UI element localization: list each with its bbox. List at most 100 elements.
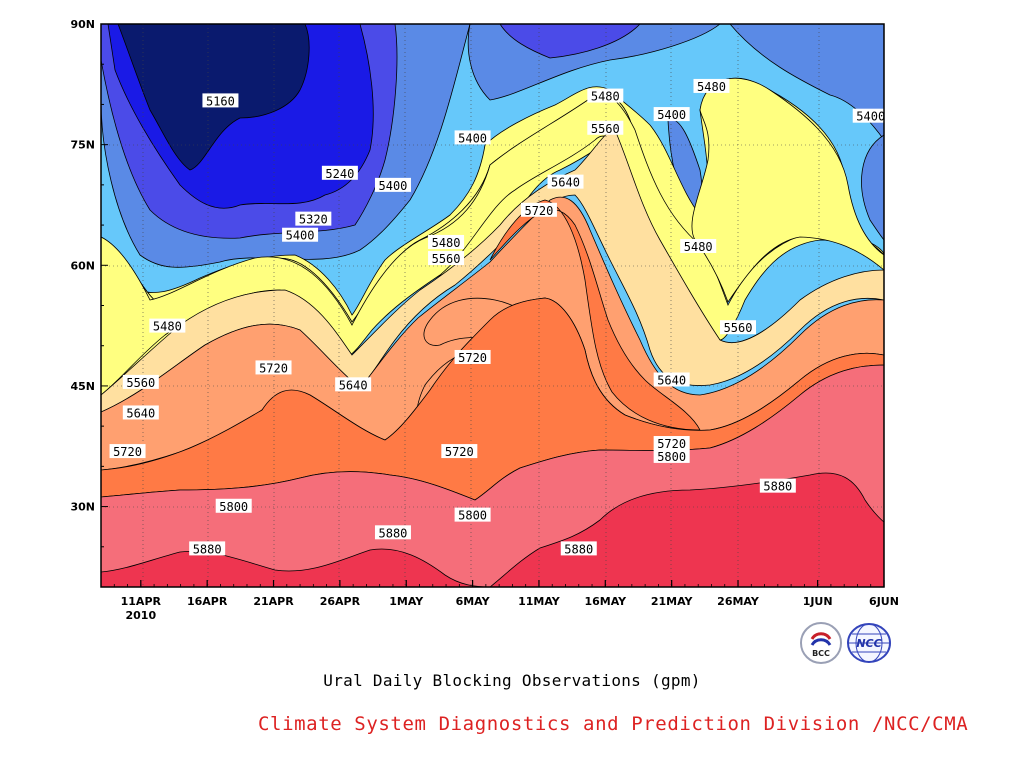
contour-label-text: 5560 [591, 122, 620, 136]
contour-label: 5400 [374, 177, 411, 193]
contour-label: 5560 [122, 374, 159, 390]
contour-label-text: 5480 [432, 236, 461, 250]
y-axis: 30N 45N 60N 75N 90N [70, 18, 108, 588]
contour-label: 5560 [720, 320, 757, 335]
contour-label: 5400 [282, 227, 319, 243]
contour-label: 5720 [653, 436, 690, 451]
contour-label-text: 5400 [379, 179, 408, 193]
x-tick-label: 1MAY [389, 595, 424, 608]
contour-label: 5720 [454, 349, 491, 365]
x-tick-label: 16MAY [584, 595, 627, 608]
x-tick-label: 21APR [253, 595, 294, 608]
contour-label: 5720 [109, 444, 146, 459]
contour-label-text: 5400 [286, 229, 315, 243]
y-tick-label: 60N [70, 259, 95, 272]
contour-label: 5640 [335, 377, 372, 392]
band-5320-5400-east [861, 134, 884, 241]
contour-label: 5480 [428, 234, 465, 250]
x-tick-label: 26MAY [717, 595, 760, 608]
contour-label: 5560 [428, 251, 465, 266]
contour-label-text: 5720 [113, 445, 142, 459]
contour-label-text: 5480 [591, 90, 620, 104]
contour-label-text: 5640 [657, 373, 686, 387]
contour-label-text: 5640 [339, 378, 368, 392]
contour-label-layer: 5160 5240 5320 5400 5400 5400 5400 5400 5480 5480… [109, 78, 889, 556]
x-tick-label: 6JUN [869, 595, 899, 608]
contour-label: 5560 [587, 120, 624, 136]
contour-label-text: 5800 [458, 509, 487, 523]
contour-label-text: 5880 [763, 480, 792, 494]
band-5240-5320-top [499, 24, 641, 59]
contour-label-text: 5560 [126, 376, 155, 390]
contour-label-text: 5720 [458, 351, 487, 365]
y-tick-label: 75N [70, 139, 95, 152]
band-5320-5400-right [729, 24, 884, 141]
contour-label-text: 5160 [206, 94, 235, 108]
x-tick-label: 11MAY [518, 595, 561, 608]
x-axis: 11APR 16APR 21APR 26APR 1MAY 6MAY 11MAY 16MAY 21… [100, 580, 899, 622]
contour-label: 5240 [321, 165, 358, 181]
y-tick-label: 45N [70, 380, 95, 393]
contour-label: 5640 [653, 372, 690, 387]
contour-label: 5400 [454, 130, 491, 145]
x-tick-label: 11APR [121, 595, 162, 608]
contour-label-text: 5800 [657, 450, 686, 464]
contour-label: 5480 [693, 78, 730, 94]
x-tick-label: 26APR [320, 595, 361, 608]
band-5720-red-core [489, 199, 701, 431]
contour-label-text: 5640 [126, 406, 155, 420]
contour-label: 5800 [454, 507, 491, 523]
contour-label: 5160 [202, 93, 239, 108]
contour-label: 5400 [653, 107, 690, 122]
contour-label-text: 5720 [259, 361, 288, 375]
contour-label-text: 5720 [657, 437, 686, 451]
contour-label-text: 5640 [551, 176, 580, 190]
ncc-logo-text: NCC [856, 637, 881, 650]
band-5560-5640 [101, 129, 884, 413]
contour-label: 5880 [560, 541, 597, 556]
contour-label: 5880 [189, 541, 226, 556]
contour-fill-layer [101, 24, 884, 587]
contour-label-text: 5720 [445, 445, 474, 459]
x-tick-label: 16APR [187, 595, 228, 608]
contour-label: 5480 [587, 88, 624, 104]
contour-label-text: 5480 [153, 320, 182, 334]
x-tick-label: 6MAY [456, 595, 491, 608]
contour-label: 5720 [520, 202, 557, 218]
chart-caption: Ural Daily Blocking Observations (gpm) [323, 671, 701, 690]
grid-layer [101, 24, 884, 587]
contour-label: 5320 [295, 211, 332, 227]
band-above-5880 [101, 472, 884, 587]
ncc-logo: NCC [846, 620, 892, 666]
contour-label-text: 5800 [219, 500, 248, 514]
contour-label: 5720 [441, 444, 478, 459]
contour-label: 5800 [653, 448, 690, 464]
contour-label: 5480 [680, 238, 717, 254]
contour-label: 5400 [852, 108, 889, 124]
contour-label-text: 5400 [657, 108, 686, 122]
contour-label: 5880 [759, 478, 796, 494]
contour-label: 5480 [149, 318, 186, 334]
contour-label-text: 5560 [724, 321, 753, 335]
contour-label-text: 5480 [697, 80, 726, 94]
x-tick-label: 21MAY [651, 595, 694, 608]
contour-label-text: 5320 [299, 213, 328, 227]
contour-label: 5880 [374, 525, 411, 540]
contour-label: 5640 [122, 405, 159, 420]
y-tick-label: 90N [70, 18, 95, 31]
contour-label-text: 5880 [379, 526, 408, 540]
contour-label-text: 5560 [432, 252, 461, 266]
x-year-label: 2010 [126, 609, 157, 622]
contour-label: 5720 [255, 360, 292, 375]
contour-label-text: 5400 [856, 110, 885, 124]
contour-label-text: 5720 [524, 204, 553, 218]
contour-label-text: 5240 [325, 167, 354, 181]
contour-label-text: 5880 [193, 542, 222, 556]
bcc-logo-text: BCC [812, 649, 830, 658]
credit-line: Climate System Diagnostics and Predictio… [258, 713, 969, 735]
x-tick-label: 1JUN [803, 595, 833, 608]
band-yellow-right [691, 77, 884, 303]
contour-label: 5640 [547, 174, 584, 190]
contour-label-text: 5480 [684, 240, 713, 254]
